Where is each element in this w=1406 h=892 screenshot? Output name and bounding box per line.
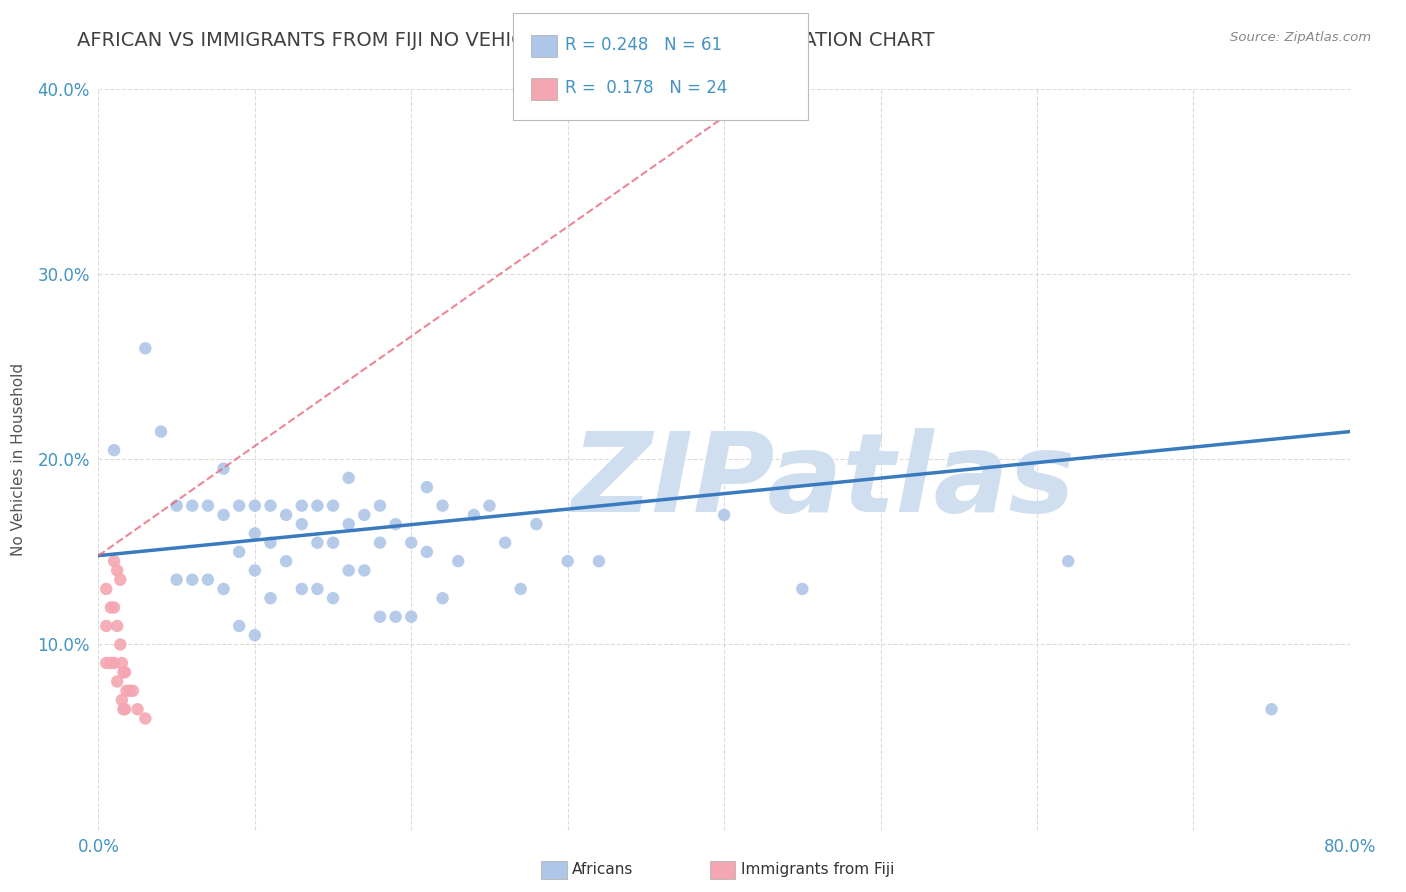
Point [337, 471, 360, 485]
Point [110, 573, 132, 587]
Point [100, 600, 122, 615]
Point [368, 499, 391, 513]
Point [259, 591, 281, 606]
Point [307, 582, 329, 596]
Point [110, 637, 132, 651]
Point [105, 564, 128, 578]
Point [243, 564, 266, 578]
Point [307, 499, 329, 513]
Point [368, 535, 391, 549]
Point [111, 693, 134, 707]
Text: AFRICAN VS IMMIGRANTS FROM FIJI NO VEHICLES IN HOUSEHOLD CORRELATION CHART: AFRICAN VS IMMIGRANTS FROM FIJI NO VEHIC… [77, 31, 935, 50]
Text: Source: ZipAtlas.com: Source: ZipAtlas.com [1230, 31, 1371, 45]
Point [337, 564, 360, 578]
Point [103, 554, 125, 568]
Point [274, 508, 298, 522]
Text: ZIPatlas: ZIPatlas [572, 428, 1076, 535]
Point [557, 554, 579, 568]
Point [243, 628, 266, 642]
Point [322, 535, 344, 549]
Point [291, 582, 314, 596]
Point [166, 499, 188, 513]
Point [494, 535, 516, 549]
Point [112, 702, 135, 716]
Point [121, 683, 143, 698]
Point [259, 499, 281, 513]
Text: Africans: Africans [572, 863, 634, 877]
Point [384, 609, 406, 624]
Point [322, 591, 344, 606]
Point [103, 443, 125, 458]
Point [118, 683, 141, 698]
Point [103, 600, 125, 615]
Point [96, 619, 118, 633]
Point [401, 535, 423, 549]
Point [1057, 554, 1080, 568]
Point [96, 656, 118, 670]
Point [111, 656, 134, 670]
Point [353, 564, 375, 578]
Y-axis label: No Vehicles in Household: No Vehicles in Household [11, 363, 27, 556]
Point [588, 554, 610, 568]
Point [150, 425, 173, 439]
Point [432, 499, 454, 513]
Point [112, 665, 135, 680]
Point [114, 665, 136, 680]
Point [105, 619, 128, 633]
Point [416, 480, 439, 494]
Point [401, 609, 423, 624]
Point [228, 545, 250, 559]
Point [384, 517, 406, 532]
Point [416, 545, 439, 559]
Point [243, 499, 266, 513]
Point [105, 674, 128, 689]
Point [713, 508, 735, 522]
Point [291, 517, 314, 532]
Text: R =  0.178   N = 24: R = 0.178 N = 24 [565, 79, 727, 97]
Point [103, 656, 125, 670]
Point [291, 499, 314, 513]
Point [127, 702, 149, 716]
Point [274, 554, 298, 568]
Point [197, 499, 219, 513]
Point [322, 499, 344, 513]
Point [526, 517, 548, 532]
Text: R = 0.248   N = 61: R = 0.248 N = 61 [565, 37, 723, 54]
Point [228, 499, 250, 513]
Point [134, 712, 156, 726]
Point [197, 573, 219, 587]
Text: Immigrants from Fiji: Immigrants from Fiji [741, 863, 894, 877]
Point [243, 526, 266, 541]
Point [307, 535, 329, 549]
Point [368, 609, 391, 624]
Point [447, 554, 470, 568]
Point [134, 341, 156, 355]
Point [212, 508, 235, 522]
Point [463, 508, 485, 522]
Point [353, 508, 375, 522]
Point [96, 582, 118, 596]
Point [181, 573, 204, 587]
Point [792, 582, 814, 596]
Point [114, 702, 136, 716]
Point [478, 499, 501, 513]
Point [1260, 702, 1282, 716]
Point [166, 573, 188, 587]
Point [228, 619, 250, 633]
Point [100, 656, 122, 670]
Point [509, 582, 531, 596]
Point [432, 591, 454, 606]
Point [115, 683, 138, 698]
Point [212, 582, 235, 596]
Point [212, 461, 235, 475]
Point [337, 517, 360, 532]
Point [259, 535, 281, 549]
Point [181, 499, 204, 513]
